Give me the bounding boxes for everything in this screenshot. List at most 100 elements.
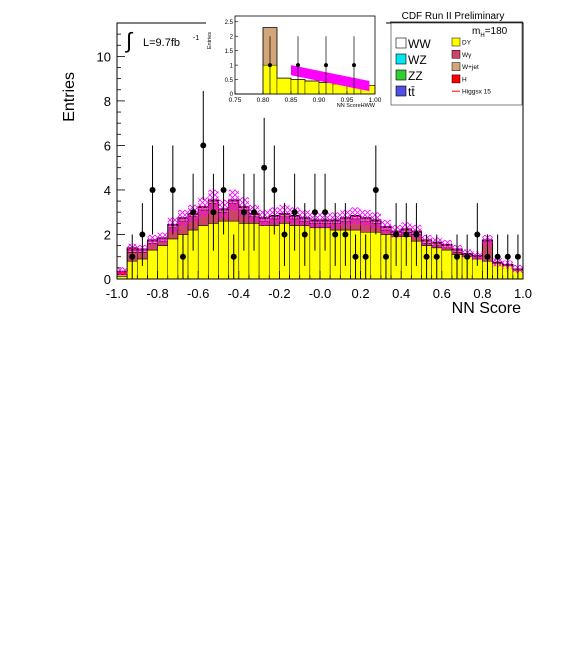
uncertainty-bin <box>198 197 209 217</box>
data-point <box>332 231 339 238</box>
bar-dy <box>147 249 158 280</box>
x-tick-label: -1.0 <box>106 286 128 301</box>
data-point <box>322 209 329 216</box>
data-point <box>514 253 521 260</box>
y-tick-label: 4 <box>104 183 111 198</box>
inset-y-tick-label: 0.5 <box>225 78 234 84</box>
x-tick-label: -0.6 <box>187 286 209 301</box>
uncertainty-bin <box>228 189 239 211</box>
bar-dy <box>370 232 382 280</box>
data-point <box>372 186 379 193</box>
data-point <box>251 209 258 216</box>
x-tick-label: -0.0 <box>309 286 331 301</box>
x-tick-label: -0.8 <box>146 286 168 301</box>
bar-dy <box>258 225 270 280</box>
inset-data-point <box>352 63 356 68</box>
inset-bar-dy <box>304 80 320 95</box>
x-axis-label: NN Score <box>452 300 521 317</box>
x-tick-label: -0.4 <box>228 286 250 301</box>
legend-swatch <box>395 85 407 97</box>
legend-swatch <box>395 37 407 49</box>
data-point <box>433 253 440 260</box>
bar-dy <box>157 245 169 280</box>
inset-y-tick-label: 0 <box>230 92 234 98</box>
x-tick-label: -0.2 <box>268 286 290 301</box>
inset-y-tick-label: 2 <box>230 34 234 40</box>
inset-signal-band <box>291 65 370 92</box>
uncertainty-bin <box>380 219 392 234</box>
x-tick-label: 1.0 <box>514 286 532 301</box>
data-point <box>179 253 186 260</box>
data-point <box>200 142 207 149</box>
y-tick-label: 10 <box>97 49 111 64</box>
x-tick-label: 0.4 <box>392 286 410 301</box>
legend-swatch <box>395 53 407 65</box>
bar-dy <box>167 238 179 280</box>
data-points <box>129 90 521 279</box>
luminosity-label: ∫ L=9.7fb -1 <box>124 28 199 53</box>
data-point <box>352 253 359 260</box>
inset-y-axis-ticks: 0 0.5 1 1.5 2 2.5 <box>225 20 238 98</box>
inset-frame <box>234 15 376 95</box>
data-point <box>301 231 308 238</box>
data-point <box>423 253 430 260</box>
legend-swatch <box>451 37 461 47</box>
data-point <box>342 231 349 238</box>
legend-label: ZZ <box>408 69 423 83</box>
uncertainty-bin <box>157 232 168 244</box>
uncertainty-bin <box>259 209 270 226</box>
data-point <box>220 186 227 193</box>
inset-x-tick-label: 0.75 <box>229 97 242 104</box>
inset-y-axis-label: Entries <box>207 32 213 49</box>
inset-data-point <box>268 63 272 68</box>
data-point <box>190 209 197 216</box>
legend-label: WW <box>408 37 431 51</box>
inset-y-tick-label: 1.5 <box>225 49 234 55</box>
x-axis-ticks: -1.0 -0.8 -0.6 -0.4 -0.2 -0.0 0.2 0.4 0.6 0.8 1.0 <box>106 271 532 301</box>
inset-x-axis-label: NN ScoreHWW <box>337 103 376 109</box>
inset-x-tick-label: 0.90 <box>313 97 326 104</box>
data-point <box>139 231 146 238</box>
uncertainty-bin <box>117 267 128 276</box>
data-point <box>291 209 298 216</box>
x-tick-label: 0.2 <box>352 286 370 301</box>
inset-y-tick-label: 2.5 <box>225 20 234 26</box>
data-point <box>362 253 369 260</box>
bar-dy <box>441 249 453 280</box>
inset-data-points <box>268 36 356 94</box>
x-tick-label: 0.6 <box>433 286 451 301</box>
data-point <box>169 186 176 193</box>
mass-label: mH=180 <box>472 26 508 39</box>
legend-swatch <box>451 50 461 59</box>
data-point <box>454 253 461 260</box>
y-axis-label: Entries <box>61 72 78 122</box>
inset-x-tick-label: 1.00 <box>369 97 382 104</box>
svg-text:-1: -1 <box>193 35 199 42</box>
inset-y-tick-label: 1 <box>230 63 234 69</box>
inset-signal <box>291 65 370 92</box>
inset-plot: 0.75 0.80 0.85 0.90 0.95 1.00 0 0.5 1 1.5 2 2.5 NN… <box>206 10 386 109</box>
y-axis-ticks: 0 2 4 6 8 10 <box>97 22 125 287</box>
svg-text:CDF Run II Preliminary: CDF Run II Preliminary <box>402 11 505 22</box>
data-point <box>494 253 501 260</box>
inset-x-tick-label: 0.95 <box>341 97 354 104</box>
legend-label: Wγ <box>462 52 472 59</box>
svg-text:L=9.7fb: L=9.7fb <box>143 37 180 49</box>
data-point <box>281 231 288 238</box>
legend-label: Higgsx 15 <box>462 89 491 96</box>
legend-label: tt̄ <box>408 85 415 99</box>
data-point <box>393 231 400 238</box>
data-point <box>413 231 420 238</box>
data-point <box>149 186 156 193</box>
inset-x-tick-label: 0.85 <box>285 97 298 104</box>
data-point <box>382 253 389 260</box>
bar-dy <box>197 225 209 280</box>
inset-bar-dy <box>276 77 292 95</box>
uncertainty-bin <box>177 209 189 226</box>
data-point <box>271 186 278 193</box>
data-point <box>210 209 217 216</box>
chart-title: CDF Run II Preliminary <box>390 9 523 23</box>
uncertainty-bin <box>360 209 371 226</box>
legend-label: H <box>462 76 467 83</box>
